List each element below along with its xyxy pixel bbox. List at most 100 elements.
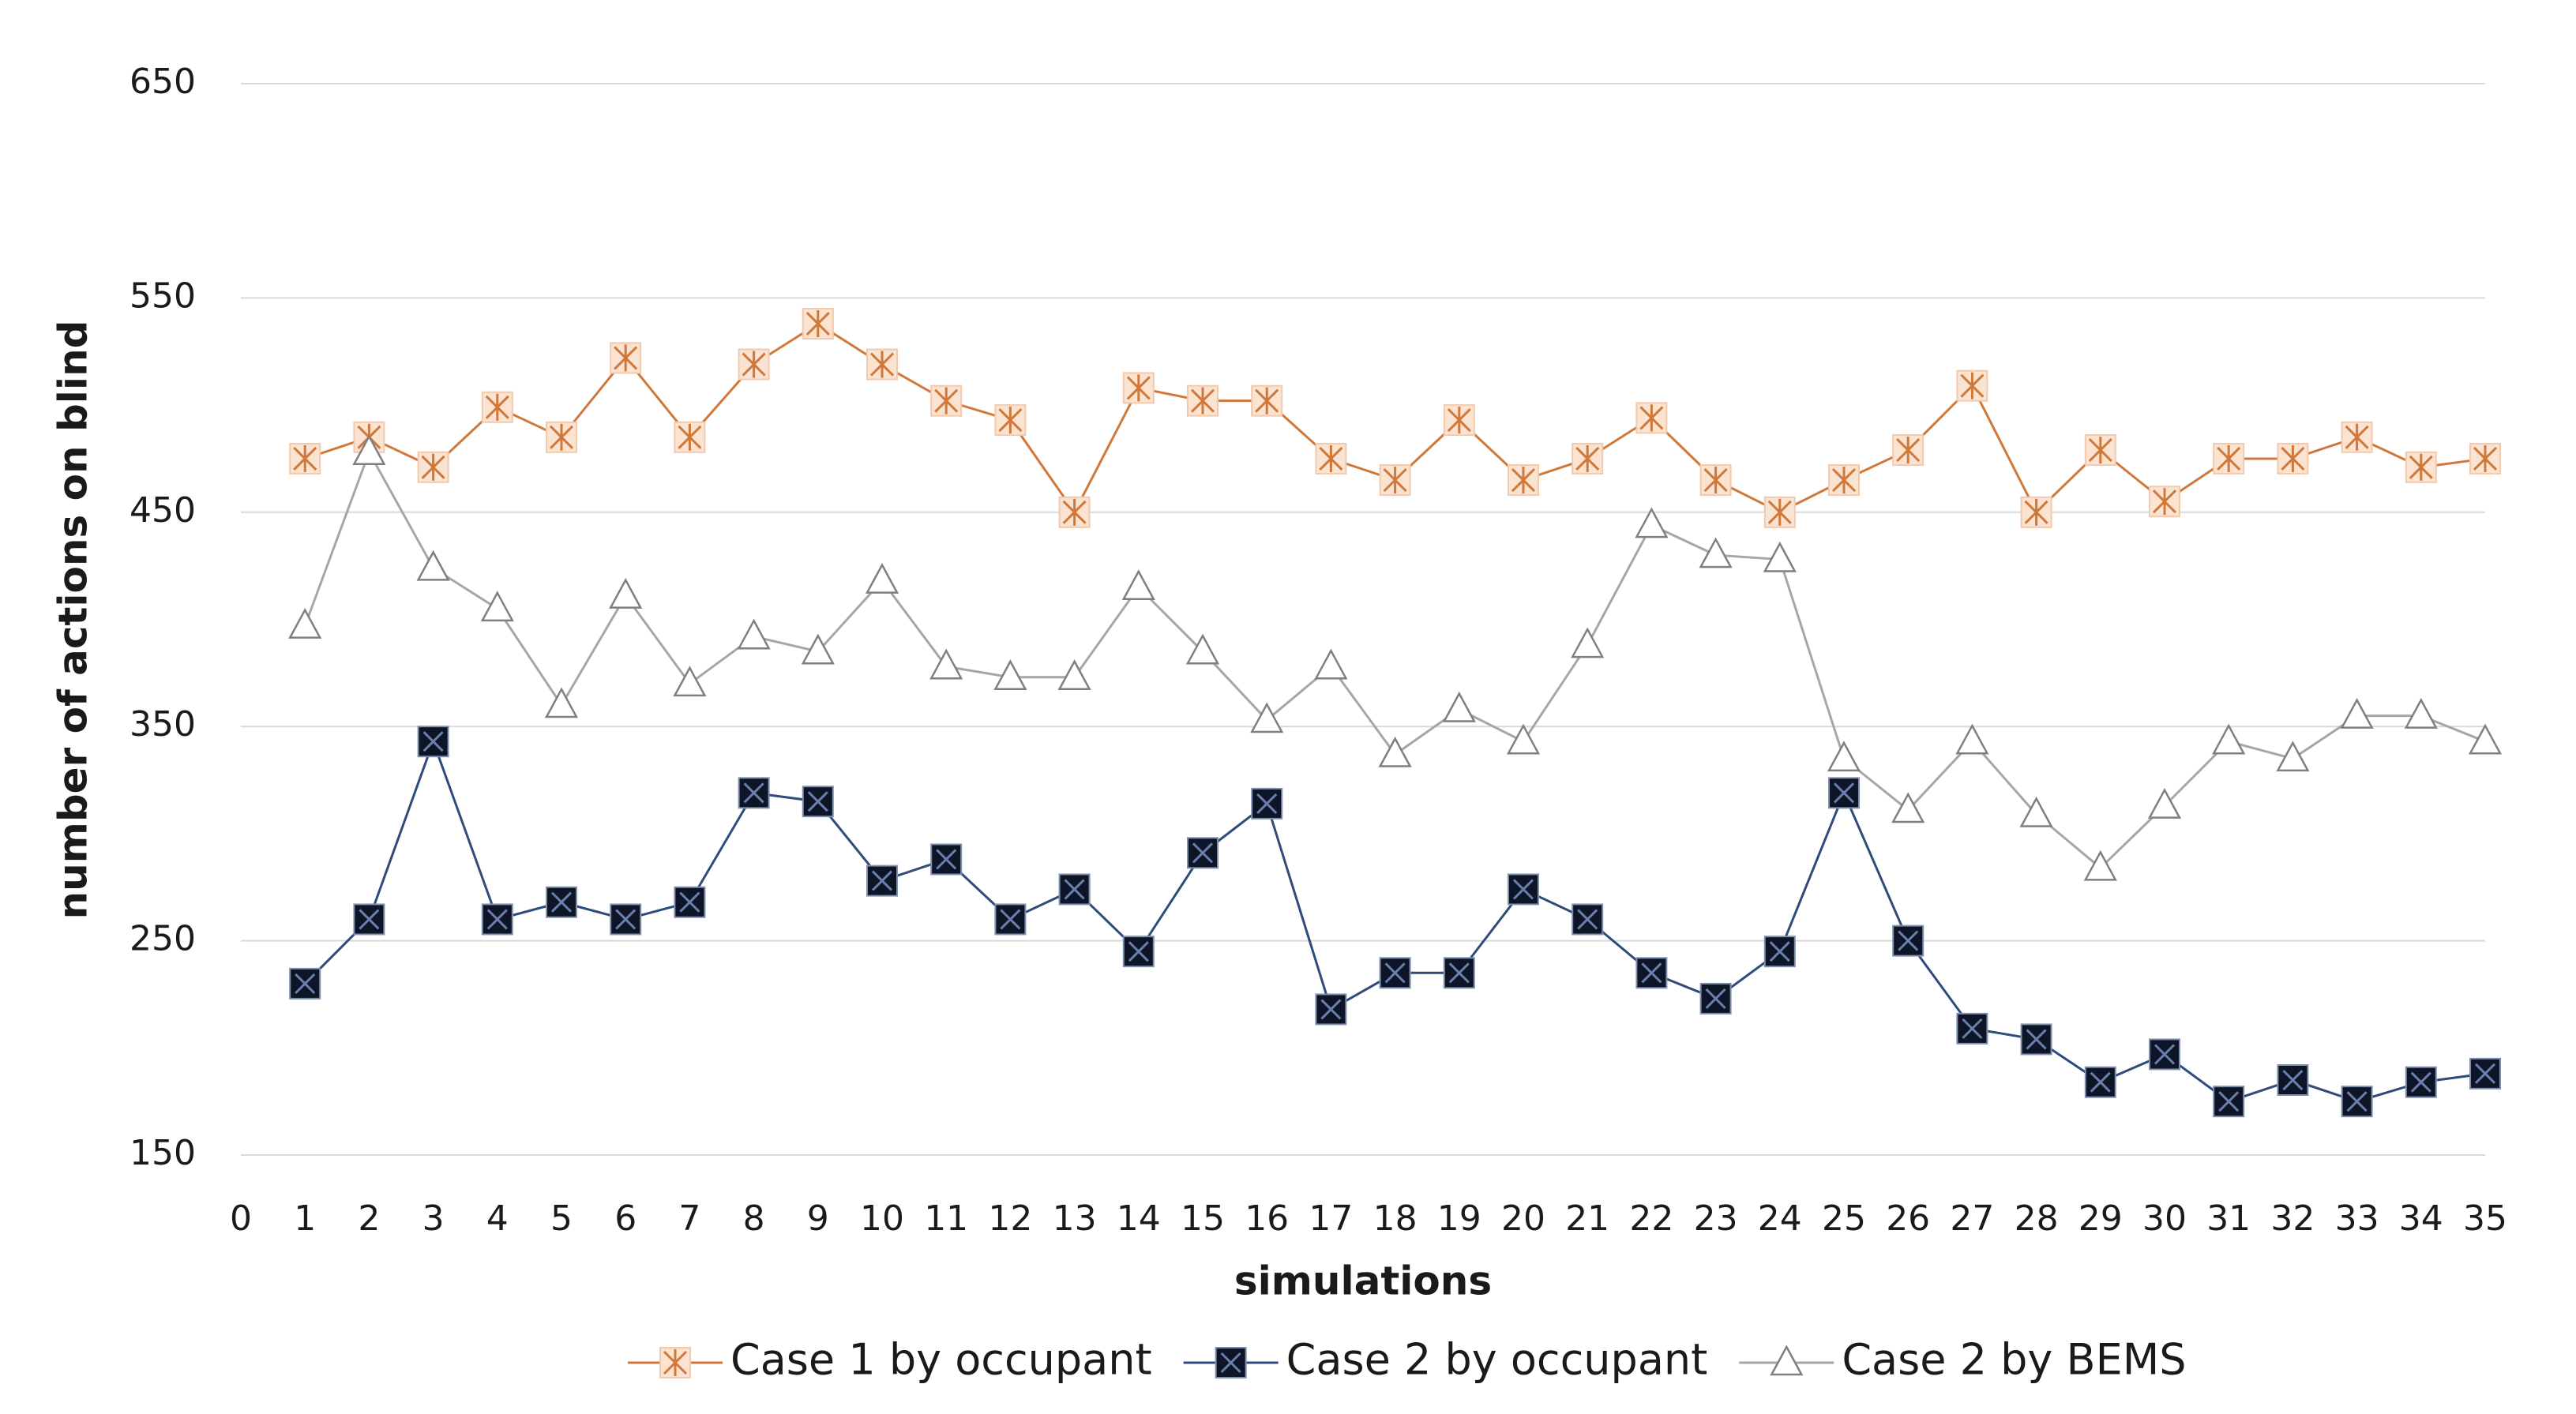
marker-triangle [673, 666, 707, 697]
marker [2020, 1023, 2052, 1056]
marker-triangle [2340, 698, 2374, 729]
marker-box [866, 865, 898, 897]
marker-triangle [480, 591, 514, 622]
marker-triangle [1250, 702, 1284, 733]
marker-cross [615, 909, 636, 930]
x-tick-label: 29 [2078, 1198, 2123, 1239]
marker-cross [359, 909, 380, 930]
marker-cross [1705, 988, 1726, 1009]
marker [930, 843, 963, 876]
marker-triangle [1121, 569, 1155, 601]
marker [546, 421, 577, 453]
marker-triangle [993, 659, 1027, 691]
marker-triangle [1057, 659, 1091, 691]
x-tick-label: 27 [1950, 1198, 1994, 1239]
marker [1763, 496, 1796, 528]
marker-star [805, 309, 830, 337]
marker [1122, 936, 1155, 968]
marker [609, 578, 643, 609]
marker-star [2409, 453, 2433, 481]
marker [2277, 1064, 2309, 1097]
marker-cross [2474, 1063, 2496, 1084]
marker [801, 633, 835, 665]
marker-cross [936, 849, 957, 870]
marker-star [1511, 467, 1536, 494]
marker [738, 777, 770, 809]
legend-item: Case 2 by BEMS [1739, 1335, 2187, 1385]
marker [289, 442, 321, 474]
marker-star [869, 351, 895, 378]
marker-cross [295, 973, 316, 994]
y-tick-label: 650 [130, 62, 196, 102]
marker [865, 563, 899, 594]
marker-cross [1192, 842, 1214, 864]
marker-star [1896, 437, 1921, 464]
marker [1121, 569, 1155, 601]
legend-item: Case 1 by occupant [628, 1335, 1152, 1385]
legend-text: Case 2 by occupant [1286, 1335, 1708, 1385]
marker-star [293, 444, 317, 472]
x-tick-label: 4 [486, 1198, 509, 1239]
marker-star [1319, 444, 1343, 472]
marker [1572, 442, 1604, 474]
marker [2020, 496, 2052, 528]
marker-cross [486, 909, 508, 930]
marker-triangle [1571, 627, 1605, 658]
marker [610, 903, 642, 936]
marker-box [802, 786, 834, 818]
marker [481, 391, 513, 423]
x-tick-label: 35 [2463, 1198, 2507, 1239]
marker [1955, 723, 1989, 755]
marker [1892, 925, 1924, 957]
marker-star [2024, 498, 2048, 526]
marker [1215, 1347, 1247, 1378]
marker [288, 608, 322, 639]
marker-star [2345, 423, 2369, 451]
marker [1251, 384, 1283, 417]
marker [1508, 464, 1539, 497]
marker-triangle [2404, 698, 2438, 729]
legend-text: Case 2 by BEMS [1842, 1335, 2186, 1385]
marker-star [421, 453, 445, 481]
marker-cross [2346, 1091, 2368, 1112]
marker [737, 618, 771, 650]
marker-cross [1833, 782, 1855, 804]
marker [802, 786, 834, 818]
marker [2277, 442, 2309, 474]
marker-triangle [2147, 787, 2182, 819]
x-axis-title: simulations [1234, 1258, 1492, 1304]
marker [1699, 464, 1732, 497]
marker [2405, 1066, 2437, 1098]
marker-star [1126, 374, 1151, 402]
x-tick-label: 21 [1565, 1198, 1609, 1239]
marker [2083, 850, 2117, 881]
marker-star [1255, 387, 1279, 414]
marker [2149, 1038, 2180, 1071]
x-tick-label: 7 [678, 1198, 700, 1239]
marker [2084, 434, 2116, 467]
marker-cross [550, 891, 573, 913]
marker-triangle [929, 648, 963, 680]
marker [2405, 451, 2437, 483]
marker-box [2469, 1057, 2501, 1090]
x-tick-label: 5 [550, 1198, 573, 1239]
marker [930, 384, 963, 417]
marker-star [2473, 444, 2498, 472]
marker [929, 648, 963, 680]
marker-box [289, 967, 321, 1000]
marker-star [678, 423, 702, 451]
marker-cross [1898, 930, 1919, 951]
marker-star [1767, 498, 1792, 526]
marker [1699, 537, 1733, 568]
marker-star [663, 1349, 688, 1376]
x-tick-label: 24 [1758, 1198, 1802, 1239]
marker-cross [807, 791, 828, 812]
marker [289, 967, 321, 1000]
marker-star [614, 344, 638, 372]
legend-item: Case 2 by occupant [1183, 1335, 1708, 1385]
marker [2276, 741, 2310, 772]
marker [1443, 404, 1475, 437]
x-tick-label: 33 [2335, 1198, 2379, 1239]
marker [416, 549, 450, 581]
marker [1506, 723, 1541, 755]
